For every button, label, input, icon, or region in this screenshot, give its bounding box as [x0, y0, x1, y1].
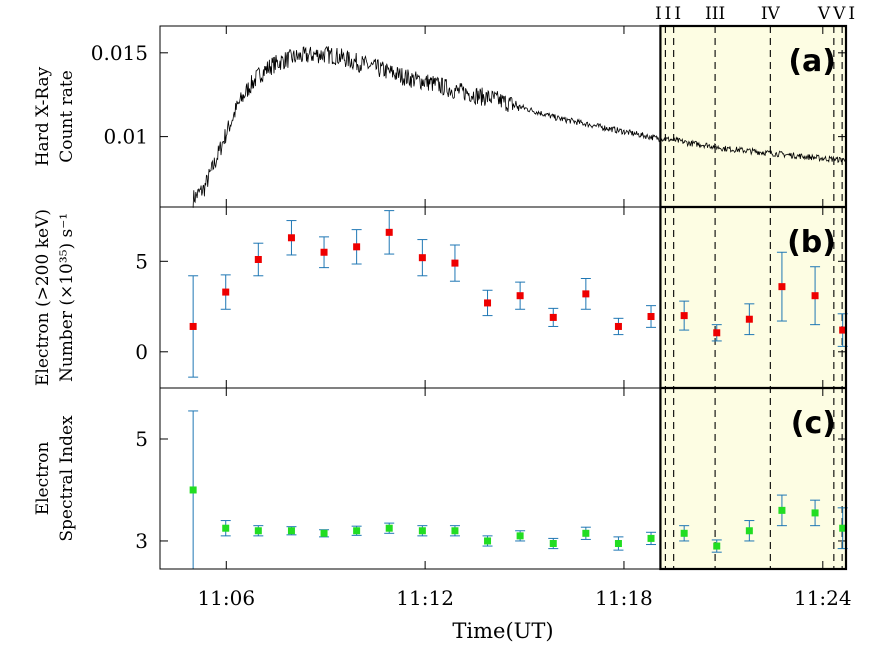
data-point-c — [647, 534, 655, 542]
data-point-b — [484, 299, 492, 307]
xtick-label: 11:18 — [595, 586, 653, 610]
data-point-c — [484, 537, 492, 545]
data-point-c — [320, 529, 328, 537]
panel-label-a: (a) — [788, 44, 836, 79]
ylabel-c-1: Spectral Index — [57, 415, 77, 542]
data-point-c — [287, 527, 295, 535]
data-point-c — [418, 527, 426, 535]
data-point-b — [745, 315, 753, 323]
data-point-b — [582, 290, 590, 298]
xtick-label: 11:06 — [197, 586, 255, 610]
data-point-c — [614, 540, 622, 548]
data-point-b — [811, 292, 819, 300]
ytick-label-c: 5 — [135, 427, 148, 451]
phase-label-IV: IV — [761, 4, 781, 24]
data-point-b — [839, 326, 847, 334]
data-point-b — [549, 313, 557, 321]
data-point-b — [713, 329, 721, 337]
panel-label-b: (b) — [787, 225, 836, 260]
ytick-label-c: 3 — [135, 529, 148, 553]
phase-label-I-II: III — [655, 4, 684, 24]
ylabel-b-1: Number (×10³⁵) s⁻¹ — [57, 213, 77, 382]
ytick-label-b: 0 — [135, 340, 148, 364]
data-point-c — [778, 506, 786, 514]
data-point-c — [582, 529, 590, 537]
ytick-label-a: 0.01 — [103, 125, 148, 149]
ylabel-c-0: Electron — [33, 442, 53, 516]
data-point-b — [254, 255, 262, 263]
data-point-c — [549, 540, 557, 548]
data-point-b — [647, 313, 655, 321]
data-point-c — [222, 524, 230, 532]
data-point-b — [189, 322, 197, 330]
data-point-c — [353, 527, 361, 535]
highlight-box — [659, 24, 848, 571]
data-point-b — [287, 234, 295, 242]
phase-label-V-VI: VVI — [817, 4, 858, 24]
ytick-label-a: 0.015 — [91, 41, 148, 65]
data-point-b — [778, 283, 786, 291]
data-point-c — [745, 527, 753, 535]
panel-label-c: (c) — [791, 406, 836, 441]
data-point-c — [839, 524, 847, 532]
data-point-b — [516, 292, 524, 300]
data-point-b — [614, 322, 622, 330]
lightcurve-line — [192, 46, 846, 208]
data-point-b — [680, 312, 688, 320]
data-point-c — [713, 542, 721, 550]
ylabel-a-0: Hard X-Ray — [33, 66, 53, 166]
data-point-c — [254, 527, 262, 535]
data-point-c — [385, 524, 393, 532]
data-point-b — [385, 228, 393, 236]
xaxis-label: Time(UT) — [452, 619, 553, 643]
ylabel-b-0: Electron (>200 keV) — [33, 209, 53, 386]
xtick-label: 11:12 — [396, 586, 454, 610]
data-point-c — [189, 486, 197, 494]
data-point-c — [680, 529, 688, 537]
xtick-label: 11:24 — [794, 586, 852, 610]
data-point-b — [418, 254, 426, 262]
data-point-b — [222, 288, 230, 296]
data-point-c — [451, 527, 459, 535]
data-point-c — [516, 532, 524, 540]
data-point-b — [320, 248, 328, 256]
ytick-label-b: 5 — [135, 249, 148, 273]
phase-label-III: III — [705, 4, 725, 24]
data-point-c — [811, 509, 819, 517]
data-point-b — [451, 259, 459, 267]
ylabel-a-1: Count rate — [57, 70, 77, 163]
data-point-b — [353, 243, 361, 251]
